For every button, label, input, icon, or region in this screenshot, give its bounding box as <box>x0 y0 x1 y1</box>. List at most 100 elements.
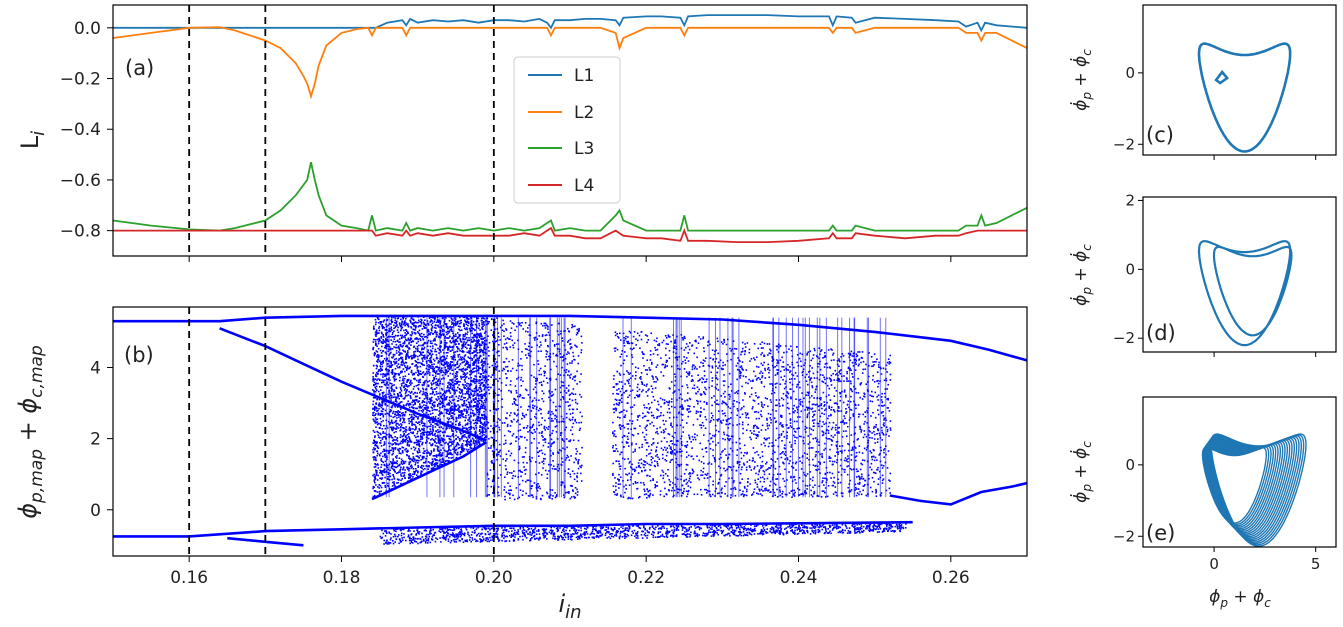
map-point <box>435 386 438 389</box>
map-point <box>458 395 461 397</box>
map-point <box>381 404 383 407</box>
map-point <box>402 421 404 424</box>
map-point <box>441 360 443 362</box>
map-point <box>387 370 389 373</box>
map-point <box>390 366 392 368</box>
map-point <box>381 410 384 413</box>
map-point <box>657 344 659 346</box>
map-point <box>420 470 423 472</box>
map-point <box>655 446 658 448</box>
map-point <box>674 376 677 378</box>
map-point <box>434 401 436 404</box>
map-point <box>460 411 462 414</box>
map-point <box>480 390 483 393</box>
map-point <box>407 351 409 354</box>
map-point <box>432 379 434 382</box>
map-point <box>431 396 433 399</box>
map-point <box>408 467 411 470</box>
map-point <box>566 353 568 355</box>
map-point <box>631 433 634 436</box>
map-point <box>432 434 434 436</box>
map-point <box>374 318 377 321</box>
map-point <box>415 355 417 357</box>
map-point <box>444 335 446 338</box>
map-point <box>798 477 801 479</box>
map-point <box>433 408 435 411</box>
map-point <box>435 398 437 400</box>
map-point <box>850 454 853 456</box>
map-point <box>410 464 413 467</box>
map-point <box>381 361 383 363</box>
map-point <box>381 381 383 384</box>
map-point <box>452 322 454 324</box>
map-point <box>409 382 411 384</box>
map-point <box>381 470 384 472</box>
map-point <box>515 404 517 406</box>
map-point <box>415 421 417 423</box>
map-point <box>447 443 449 445</box>
map-point <box>810 447 812 449</box>
map-point <box>390 396 393 399</box>
map-point <box>464 332 467 335</box>
map-point <box>400 352 402 354</box>
map-point <box>380 452 382 454</box>
map-point <box>381 472 383 475</box>
map-point <box>422 387 424 390</box>
map-point <box>451 440 454 443</box>
map-point <box>431 320 433 322</box>
map-point <box>423 434 425 436</box>
map-point <box>478 333 481 336</box>
map-point <box>674 432 676 434</box>
map-point <box>401 379 404 382</box>
map-point <box>382 408 385 410</box>
map-point <box>473 390 476 392</box>
map-point <box>481 435 484 437</box>
map-point <box>465 448 468 451</box>
map-point <box>384 384 387 386</box>
map-point <box>850 489 853 491</box>
map-point <box>413 353 415 355</box>
map-point <box>621 441 624 444</box>
map-point <box>387 482 389 485</box>
map-point <box>436 448 439 450</box>
map-point <box>405 436 407 438</box>
map-point <box>656 461 658 463</box>
map-point <box>417 430 419 433</box>
map-point <box>461 405 464 407</box>
map-point <box>386 373 389 376</box>
map-point <box>480 396 483 398</box>
map-point <box>408 432 410 435</box>
map-point <box>651 391 653 393</box>
map-point <box>391 405 394 407</box>
map-point <box>450 321 453 323</box>
map-point <box>382 336 385 338</box>
map-point <box>377 361 379 363</box>
map-point <box>411 331 413 333</box>
map-point <box>392 396 395 399</box>
map-point <box>497 418 500 420</box>
map-point <box>482 351 484 354</box>
map-point <box>779 345 782 347</box>
map-point <box>482 394 484 396</box>
map-point <box>391 481 394 484</box>
map-point <box>449 441 452 443</box>
map-point <box>374 481 376 484</box>
map-point <box>459 337 461 340</box>
map-point <box>379 437 381 439</box>
map-point <box>393 336 396 338</box>
map-point <box>855 360 857 362</box>
map-point <box>479 379 481 382</box>
map-point <box>467 362 470 364</box>
map-point <box>397 422 399 425</box>
map-point <box>414 399 417 401</box>
map-point <box>410 317 412 320</box>
map-point <box>468 443 470 446</box>
map-point <box>428 374 431 376</box>
map-point <box>414 333 417 335</box>
map-point <box>377 447 380 450</box>
map-point <box>380 459 382 462</box>
map-point <box>570 455 572 457</box>
map-point <box>387 360 389 362</box>
map-point <box>453 402 456 405</box>
